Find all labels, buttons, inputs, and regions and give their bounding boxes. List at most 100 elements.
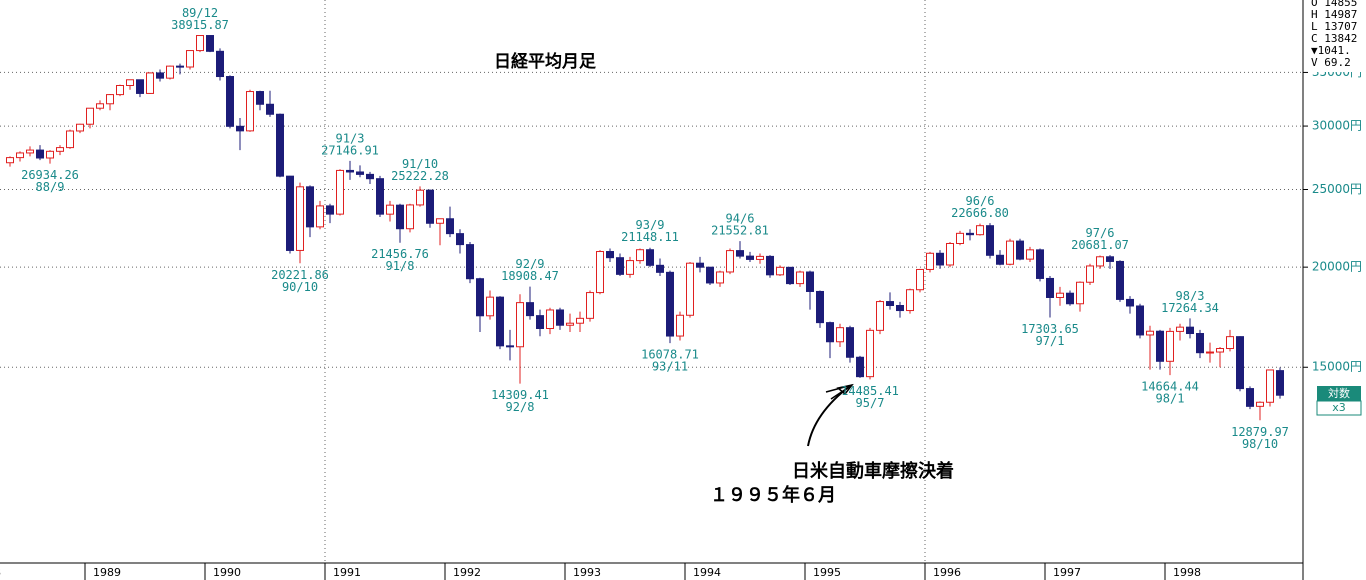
info-line: V 69.2 — [1311, 56, 1351, 69]
annotation-date: 91/8 — [386, 259, 415, 273]
candle-body — [1196, 333, 1204, 354]
annotation-value: 17264.34 — [1161, 301, 1219, 315]
candle-body — [736, 250, 744, 257]
annotation-date: 88/9 — [36, 180, 65, 194]
note: １９９５年６月 — [710, 484, 836, 506]
candle-body — [406, 204, 414, 230]
annotation-value: 21456.76 — [371, 247, 429, 261]
chart-title: 日経平均月足 — [494, 51, 596, 72]
candle-body — [656, 264, 664, 273]
candle-body — [866, 329, 874, 378]
candle-body — [1256, 401, 1264, 407]
candle-body — [816, 290, 824, 324]
candle-body — [786, 266, 794, 285]
candle-body — [916, 268, 924, 291]
annotation-value: 12879.97 — [1231, 425, 1289, 439]
x-tick-label: 1989 — [93, 566, 121, 579]
candle-body — [86, 107, 94, 125]
candle-body — [636, 249, 644, 262]
candle-body — [956, 232, 964, 244]
x-tick-label: 1990 — [213, 566, 241, 579]
annotation-value: 21148.11 — [621, 230, 679, 244]
candle-body — [1136, 305, 1144, 336]
candle-body — [646, 249, 654, 266]
candle-body — [776, 266, 784, 276]
annotation-value: 16078.71 — [641, 348, 699, 362]
candle-body — [166, 65, 174, 79]
candle-body — [1026, 249, 1034, 260]
candle-body — [1056, 292, 1064, 298]
scale-box — [1317, 386, 1361, 401]
candle-body — [356, 171, 364, 175]
candle-body — [876, 301, 884, 331]
candle-body — [76, 123, 84, 132]
annotation-value: 27146.91 — [321, 143, 379, 157]
candle-body — [206, 35, 214, 52]
candle-body — [596, 251, 604, 294]
y-tick-label: 25000円 — [1312, 182, 1362, 196]
candle-body — [1146, 330, 1154, 336]
info-line: ▼1041. — [1311, 44, 1351, 57]
candle-body — [256, 91, 264, 105]
candle-body — [1036, 249, 1044, 279]
candle-body — [1016, 240, 1024, 260]
candle-body — [156, 72, 164, 79]
x-tick-label: 1997 — [1053, 566, 1081, 579]
candle-body — [536, 315, 544, 330]
candle-body — [26, 149, 34, 154]
candle-body — [476, 278, 484, 317]
note-arrowhead — [825, 383, 854, 400]
annotation-date: 95/7 — [856, 396, 885, 410]
y-tick-label: 20000円 — [1312, 260, 1362, 274]
candle-body — [586, 292, 594, 319]
candle-body — [426, 189, 434, 224]
annotation-value: 14309.41 — [491, 388, 549, 402]
y-tick-label: 30000円 — [1312, 119, 1362, 133]
candle-body — [46, 150, 54, 159]
candle-body — [766, 255, 774, 276]
annotation-value: 25222.28 — [391, 169, 449, 183]
candle-body — [546, 309, 554, 330]
candle-body — [1086, 265, 1094, 283]
annotation-date: 96/6 — [966, 194, 995, 208]
candle-body — [456, 233, 464, 246]
annotation-value: 14485.41 — [841, 384, 899, 398]
scale-box — [1316, 400, 1362, 416]
annotation-value: 20681.07 — [1071, 238, 1129, 252]
candle-body — [626, 260, 634, 275]
candle-body — [1156, 330, 1164, 362]
annotation-date: 89/12 — [182, 6, 218, 20]
candle-body — [696, 262, 704, 268]
info-line: C 13842 — [1311, 32, 1357, 45]
candle-body — [196, 35, 204, 52]
candle-body — [466, 244, 474, 280]
candle-body — [236, 125, 244, 132]
candle-body — [266, 103, 274, 115]
candle-body — [616, 257, 624, 275]
annotation-date: 91/3 — [336, 131, 365, 145]
candle-body — [216, 50, 224, 78]
annotation-date: 93/9 — [636, 218, 665, 232]
candle-body — [96, 103, 104, 109]
candle-body — [126, 79, 134, 87]
candle-body — [486, 296, 494, 317]
candle-body — [976, 225, 984, 236]
candle-body — [796, 271, 804, 285]
candle-body — [326, 205, 334, 215]
candle-body — [666, 271, 674, 337]
candle-body — [246, 91, 254, 132]
annotation-value: 14664.44 — [1141, 380, 1199, 394]
annotation-value: 20221.86 — [271, 268, 329, 282]
candle-body — [1096, 256, 1104, 267]
candle-body — [226, 76, 234, 127]
candle-body — [716, 271, 724, 284]
annotation-value: 21552.81 — [711, 224, 769, 238]
candle-body — [306, 186, 314, 228]
scale-label: x3 — [1332, 401, 1346, 414]
candle-body — [36, 149, 44, 159]
candle-body — [936, 252, 944, 266]
candle-body — [146, 72, 154, 94]
candle-body — [336, 169, 344, 215]
candle-body — [1126, 298, 1134, 307]
x-tick-label: 1998 — [1173, 566, 1201, 579]
